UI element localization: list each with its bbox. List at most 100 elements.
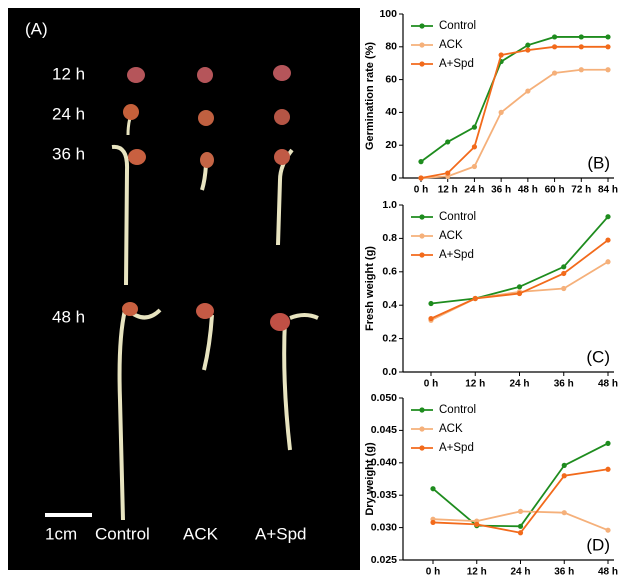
panel-label: (B) bbox=[587, 153, 610, 172]
x-tick-label: 0 h bbox=[424, 379, 438, 390]
data-point bbox=[551, 70, 558, 76]
y-tick-label: 0.040 bbox=[371, 457, 397, 469]
y-tick-label: 80 bbox=[385, 41, 397, 53]
legend-label: A+Spd bbox=[439, 249, 474, 261]
legend-label: Control bbox=[439, 404, 476, 416]
data-point bbox=[578, 34, 584, 40]
y-tick-label: 1.0 bbox=[382, 199, 397, 211]
data-point bbox=[605, 214, 611, 220]
y-tick-label: 0 bbox=[391, 172, 397, 184]
y-axis-label: Dry weight (g) bbox=[364, 442, 376, 516]
x-tick-label: 0 h bbox=[414, 185, 428, 196]
y-tick-label: 60 bbox=[385, 73, 397, 85]
time-label: 36 h bbox=[52, 144, 85, 163]
data-point bbox=[474, 521, 480, 527]
time-label: 12 h bbox=[52, 64, 85, 83]
y-tick-label: 0.025 bbox=[371, 554, 397, 566]
data-point bbox=[517, 508, 524, 514]
time-label: 48 h bbox=[52, 307, 85, 326]
data-point bbox=[430, 519, 436, 526]
x-tick-label: 48 h bbox=[518, 185, 538, 196]
y-tick-label: 0.2 bbox=[382, 332, 397, 344]
data-point bbox=[525, 47, 531, 53]
data-point bbox=[471, 144, 478, 150]
seedlings bbox=[111, 65, 319, 521]
data-point bbox=[498, 109, 504, 115]
series-line bbox=[420, 68, 608, 179]
data-point bbox=[605, 466, 611, 472]
series-line bbox=[432, 468, 609, 534]
data-point bbox=[551, 44, 558, 50]
x-tick-label: 0 h bbox=[426, 567, 440, 578]
x-tick-label: 36 h bbox=[491, 185, 511, 196]
legend-marker bbox=[419, 252, 425, 258]
data-point bbox=[605, 259, 611, 265]
panel-label: (D) bbox=[586, 535, 610, 554]
y-tick-label: 0.050 bbox=[371, 392, 397, 404]
x-tick-label: 84 h bbox=[598, 185, 618, 196]
legend-marker bbox=[419, 214, 425, 220]
y-tick-label: 20 bbox=[385, 139, 397, 151]
panel-label: (C) bbox=[586, 347, 610, 366]
x-tick-label: 72 h bbox=[571, 185, 591, 196]
y-tick-label: 0.4 bbox=[382, 299, 397, 311]
y-tick-label: 40 bbox=[385, 106, 397, 118]
data-point bbox=[472, 295, 478, 302]
data-point bbox=[430, 486, 436, 492]
data-point bbox=[525, 42, 531, 48]
data-point bbox=[517, 523, 524, 529]
x-tick-label: 24 h bbox=[510, 567, 530, 578]
series-line bbox=[420, 45, 608, 179]
x-tick-label: 48 h bbox=[598, 379, 618, 390]
legend-marker bbox=[419, 42, 425, 48]
treatment-label: ACK bbox=[183, 524, 219, 543]
treatment-label: A+Spd bbox=[255, 524, 307, 543]
data-point bbox=[561, 462, 567, 468]
panel-label: (A) bbox=[25, 19, 48, 38]
legend-marker bbox=[419, 426, 425, 432]
x-tick-label: 36 h bbox=[554, 567, 574, 578]
legend-label: Control bbox=[439, 211, 476, 223]
data-point bbox=[561, 264, 567, 270]
legend-marker bbox=[419, 233, 425, 239]
data-point bbox=[516, 290, 523, 297]
data-point bbox=[517, 530, 524, 536]
data-point bbox=[561, 285, 567, 292]
data-point bbox=[605, 44, 611, 50]
legend-label: ACK bbox=[439, 39, 463, 51]
legend-marker bbox=[419, 61, 425, 67]
y-axis-label: Fresh weight (g) bbox=[364, 246, 376, 331]
x-tick-label: 12 h bbox=[467, 567, 487, 578]
data-point bbox=[428, 315, 434, 322]
scale-label: 1cm bbox=[45, 524, 77, 543]
x-tick-label: 24 h bbox=[464, 185, 484, 196]
y-tick-label: 0.045 bbox=[371, 424, 397, 436]
x-tick-label: 12 h bbox=[465, 379, 485, 390]
data-point bbox=[418, 159, 424, 165]
treatment-label: Control bbox=[95, 524, 150, 543]
legend-label: A+Spd bbox=[439, 442, 474, 454]
data-point bbox=[445, 139, 451, 145]
data-point bbox=[561, 473, 567, 479]
y-tick-label: 100 bbox=[379, 8, 397, 20]
data-point bbox=[471, 163, 478, 170]
legend-label: ACK bbox=[439, 423, 463, 435]
data-point bbox=[605, 237, 611, 243]
y-tick-label: 0.030 bbox=[371, 521, 397, 533]
y-tick-label: 0.035 bbox=[371, 489, 397, 501]
data-point bbox=[418, 175, 424, 181]
data-point bbox=[525, 88, 531, 94]
legend-label: ACK bbox=[439, 230, 463, 242]
data-point bbox=[445, 170, 451, 176]
legend-marker bbox=[419, 445, 425, 451]
legend-marker bbox=[419, 407, 425, 413]
data-point bbox=[428, 300, 434, 307]
time-label: 24 h bbox=[52, 104, 85, 123]
y-tick-label: 0.8 bbox=[382, 232, 397, 244]
legend-label: A+Spd bbox=[439, 58, 474, 70]
legend-label: Control bbox=[439, 20, 476, 32]
data-point bbox=[551, 34, 558, 40]
x-tick-label: 60 h bbox=[545, 185, 565, 196]
data-point bbox=[578, 67, 584, 73]
